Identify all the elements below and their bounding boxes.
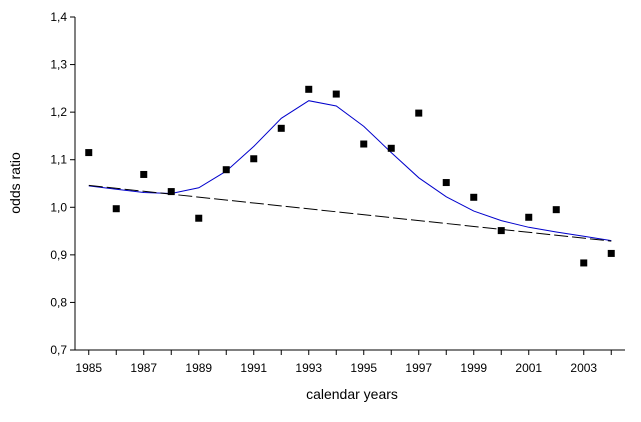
x-tick-label: 1991: [240, 361, 267, 375]
data-point: [112, 205, 120, 213]
data-point: [415, 109, 423, 117]
data-point: [497, 227, 505, 235]
y-tick-label: 0,7: [50, 343, 67, 357]
x-tick-label: 1997: [405, 361, 432, 375]
data-point: [305, 85, 313, 93]
data-point: [525, 213, 533, 221]
data-point: [580, 259, 588, 267]
data-point: [167, 188, 175, 196]
data-point: [552, 206, 560, 214]
smoothed-trend-line: [88, 100, 612, 242]
plot-lines: [88, 100, 612, 242]
linear-trend-line: [88, 184, 612, 242]
data-point: [387, 144, 395, 152]
x-tick-label: 1993: [295, 361, 322, 375]
y-tick-label: 1,2: [50, 105, 67, 119]
data-point: [442, 179, 450, 187]
data-point: [250, 155, 258, 163]
y-axis-ticks: 0,7 0,8 0,9 1,0 1,1 1,2 1,3 1,4: [50, 10, 75, 357]
y-tick-label: 1,4: [50, 10, 67, 24]
plot-points: [85, 85, 615, 267]
data-point: [332, 90, 340, 98]
y-tick-label: 0,8: [50, 295, 67, 309]
y-tick-label: 0,9: [50, 248, 67, 262]
x-axis-title: calendar years: [306, 386, 398, 402]
y-tick-label: 1,1: [50, 153, 67, 167]
x-tick-label: 2001: [515, 361, 542, 375]
data-point: [277, 124, 285, 132]
data-point: [85, 149, 93, 157]
x-tick-label: 1995: [350, 361, 377, 375]
data-point: [607, 249, 615, 257]
y-axis-title: odds ratio: [7, 152, 23, 214]
x-tick-label: 1989: [185, 361, 212, 375]
data-point: [360, 140, 368, 148]
data-point: [470, 193, 478, 201]
data-point: [222, 166, 230, 174]
x-tick-label: 2003: [570, 361, 597, 375]
y-tick-label: 1,3: [50, 58, 67, 72]
x-tick-label: 1985: [75, 361, 102, 375]
x-tick-label: 1987: [130, 361, 157, 375]
x-tick-label: 1999: [460, 361, 487, 375]
data-point: [140, 170, 148, 178]
y-tick-label: 1,0: [50, 200, 67, 214]
x-axis-ticks: 1985 1987 1989 1991 1993 1995 1997 1999 2001 2003: [75, 350, 612, 375]
data-point: [195, 214, 203, 222]
